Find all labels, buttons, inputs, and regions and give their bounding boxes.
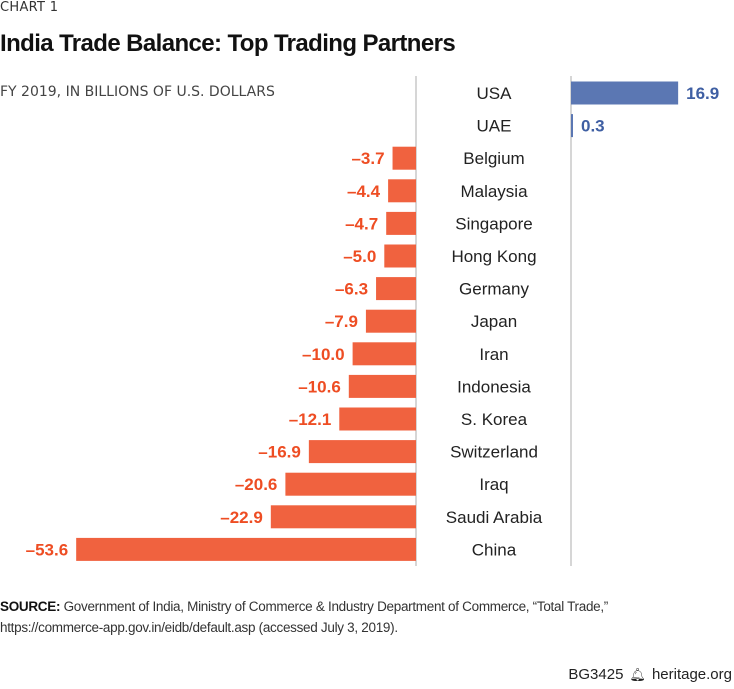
value-label: –12.1 — [289, 410, 332, 429]
category-label: Japan — [471, 312, 517, 331]
value-label: –7.9 — [325, 312, 358, 331]
bar-malaysia — [388, 179, 416, 203]
category-label: Iraq — [479, 475, 508, 494]
category-labels: USA UAE Belgium Malaysia Singapore Hong Kong G… — [446, 84, 543, 559]
category-label: Switzerland — [450, 443, 538, 462]
bar-hong-kong — [384, 244, 416, 268]
bar-japan — [365, 309, 416, 333]
chart-kicker: CHART 1 — [0, 0, 59, 15]
bar-singapore — [386, 211, 416, 235]
bar-belgium — [392, 146, 416, 170]
category-label: USA — [477, 84, 513, 103]
bar-s-korea — [339, 407, 416, 431]
bar-saudi-arabia — [270, 505, 416, 529]
footer-site: heritage.org — [651, 666, 732, 683]
value-label: 0.3 — [581, 117, 605, 136]
value-label: 16.9 — [686, 84, 719, 103]
category-label: Iran — [479, 345, 508, 364]
value-label: –4.4 — [347, 182, 381, 201]
category-label: Indonesia — [457, 377, 531, 396]
chart-title: India Trade Balance: Top Trading Partner… — [0, 30, 456, 57]
bar-switzerland — [308, 440, 416, 464]
bar-germany — [376, 277, 416, 301]
chart-subtitle: FY 2019, IN BILLIONS OF U.S. DOLLARS — [0, 84, 275, 100]
category-label: Hong Kong — [451, 247, 536, 266]
value-label: –10.0 — [302, 345, 345, 364]
category-label: Germany — [459, 280, 529, 299]
category-label: Saudi Arabia — [446, 508, 543, 527]
source-label: SOURCE: — [0, 599, 61, 614]
value-label: –6.3 — [335, 280, 368, 299]
value-labels: 16.9 0.3 –3.7 –4.4 –4.7 –5.0 –6.3 –7.9 –10.0 –10.… — [26, 84, 720, 559]
bar-china — [76, 537, 417, 561]
liberty-bell-icon: 🔔︎ — [629, 667, 646, 682]
category-label: UAE — [477, 117, 512, 136]
bar-usa — [571, 81, 679, 105]
category-label: China — [472, 540, 517, 559]
category-label: Belgium — [463, 149, 524, 168]
bar-chart: USA UAE Belgium Malaysia Singapore Hong Kong G… — [26, 76, 720, 566]
value-label: –53.6 — [26, 540, 69, 559]
value-label: –3.7 — [351, 149, 384, 168]
value-label: –10.6 — [298, 377, 341, 396]
value-label: –20.6 — [235, 475, 278, 494]
bar-iran — [352, 342, 416, 366]
value-label: –5.0 — [343, 247, 376, 266]
category-label: Singapore — [455, 214, 533, 233]
bar-iraq — [285, 472, 416, 496]
chart-bars — [76, 81, 679, 561]
value-label: –4.7 — [345, 214, 378, 233]
value-label: –22.9 — [220, 508, 263, 527]
footer: BG3425 🔔︎ heritage.org — [568, 666, 732, 683]
category-label: Malaysia — [460, 182, 528, 201]
bar-indonesia — [348, 374, 416, 398]
category-label: S. Korea — [461, 410, 528, 429]
report-code: BG3425 — [568, 666, 624, 683]
value-label: –16.9 — [258, 443, 301, 462]
bar-uae — [571, 114, 573, 138]
source-note: SOURCE: Government of India, Ministry of… — [0, 596, 700, 638]
source-text: Government of India, Ministry of Commerc… — [0, 599, 609, 635]
